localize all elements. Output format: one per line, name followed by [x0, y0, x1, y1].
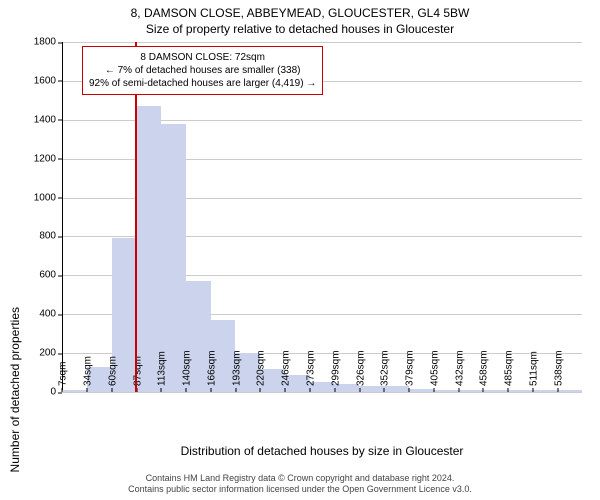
- x-tick-label: 511sqm: [528, 351, 539, 392]
- y-tick-label: 600: [39, 270, 62, 281]
- x-tick-label: 166sqm: [206, 350, 217, 392]
- y-tick-label: 1200: [34, 153, 62, 164]
- x-tick-label: 34sqm: [83, 356, 94, 392]
- footer-line1: Contains HM Land Registry data © Crown c…: [0, 473, 600, 485]
- info-line-smaller: ← 7% of detached houses are smaller (338…: [89, 64, 316, 77]
- title-subtitle: Size of property relative to detached ho…: [0, 20, 600, 36]
- x-tick-label: 220sqm: [256, 350, 267, 392]
- y-tick-label: 1000: [34, 192, 62, 203]
- y-tick-label: 800: [39, 231, 62, 242]
- x-tick-label: 432sqm: [454, 350, 465, 392]
- x-tick-label: 60sqm: [107, 356, 118, 392]
- info-line-larger: 92% of semi-detached houses are larger (…: [89, 77, 316, 90]
- y-tick-label: 1600: [34, 75, 62, 86]
- chart-container: 8, DAMSON CLOSE, ABBEYMEAD, GLOUCESTER, …: [0, 0, 600, 500]
- x-tick-label: 273sqm: [306, 350, 317, 392]
- x-tick-label: 7sqm: [58, 362, 69, 392]
- x-tick-label: 299sqm: [330, 350, 341, 392]
- x-tick-label: 485sqm: [504, 350, 515, 392]
- x-tick-label: 113sqm: [157, 351, 168, 392]
- gridline: [62, 392, 582, 393]
- x-tick-label: 140sqm: [182, 350, 193, 392]
- x-tick-label: 87sqm: [132, 356, 143, 392]
- x-axis-label: Distribution of detached houses by size …: [181, 444, 464, 458]
- x-tick-label: 379sqm: [405, 350, 416, 392]
- bar: [136, 106, 161, 392]
- x-tick-label: 326sqm: [355, 350, 366, 392]
- y-tick-label: 200: [39, 348, 62, 359]
- y-tick-label: 1800: [34, 37, 62, 48]
- info-line-property: 8 DAMSON CLOSE: 72sqm: [89, 51, 316, 64]
- y-tick-label: 1400: [34, 114, 62, 125]
- info-box: 8 DAMSON CLOSE: 72sqm ← 7% of detached h…: [82, 46, 323, 95]
- x-tick-label: 458sqm: [479, 350, 490, 392]
- y-axis-label: Number of detached properties: [8, 307, 22, 472]
- footer-attribution: Contains HM Land Registry data © Crown c…: [0, 473, 600, 496]
- x-tick-label: 538sqm: [553, 350, 564, 392]
- x-tick-label: 352sqm: [380, 350, 391, 392]
- title-address: 8, DAMSON CLOSE, ABBEYMEAD, GLOUCESTER, …: [0, 0, 600, 20]
- footer-line2: Contains public sector information licen…: [0, 484, 600, 496]
- x-tick-label: 246sqm: [281, 350, 292, 392]
- y-axis-line: [62, 42, 63, 392]
- y-tick-label: 400: [39, 309, 62, 320]
- x-tick-label: 405sqm: [429, 350, 440, 392]
- x-tick-label: 193sqm: [231, 350, 242, 392]
- gridline: [62, 42, 582, 43]
